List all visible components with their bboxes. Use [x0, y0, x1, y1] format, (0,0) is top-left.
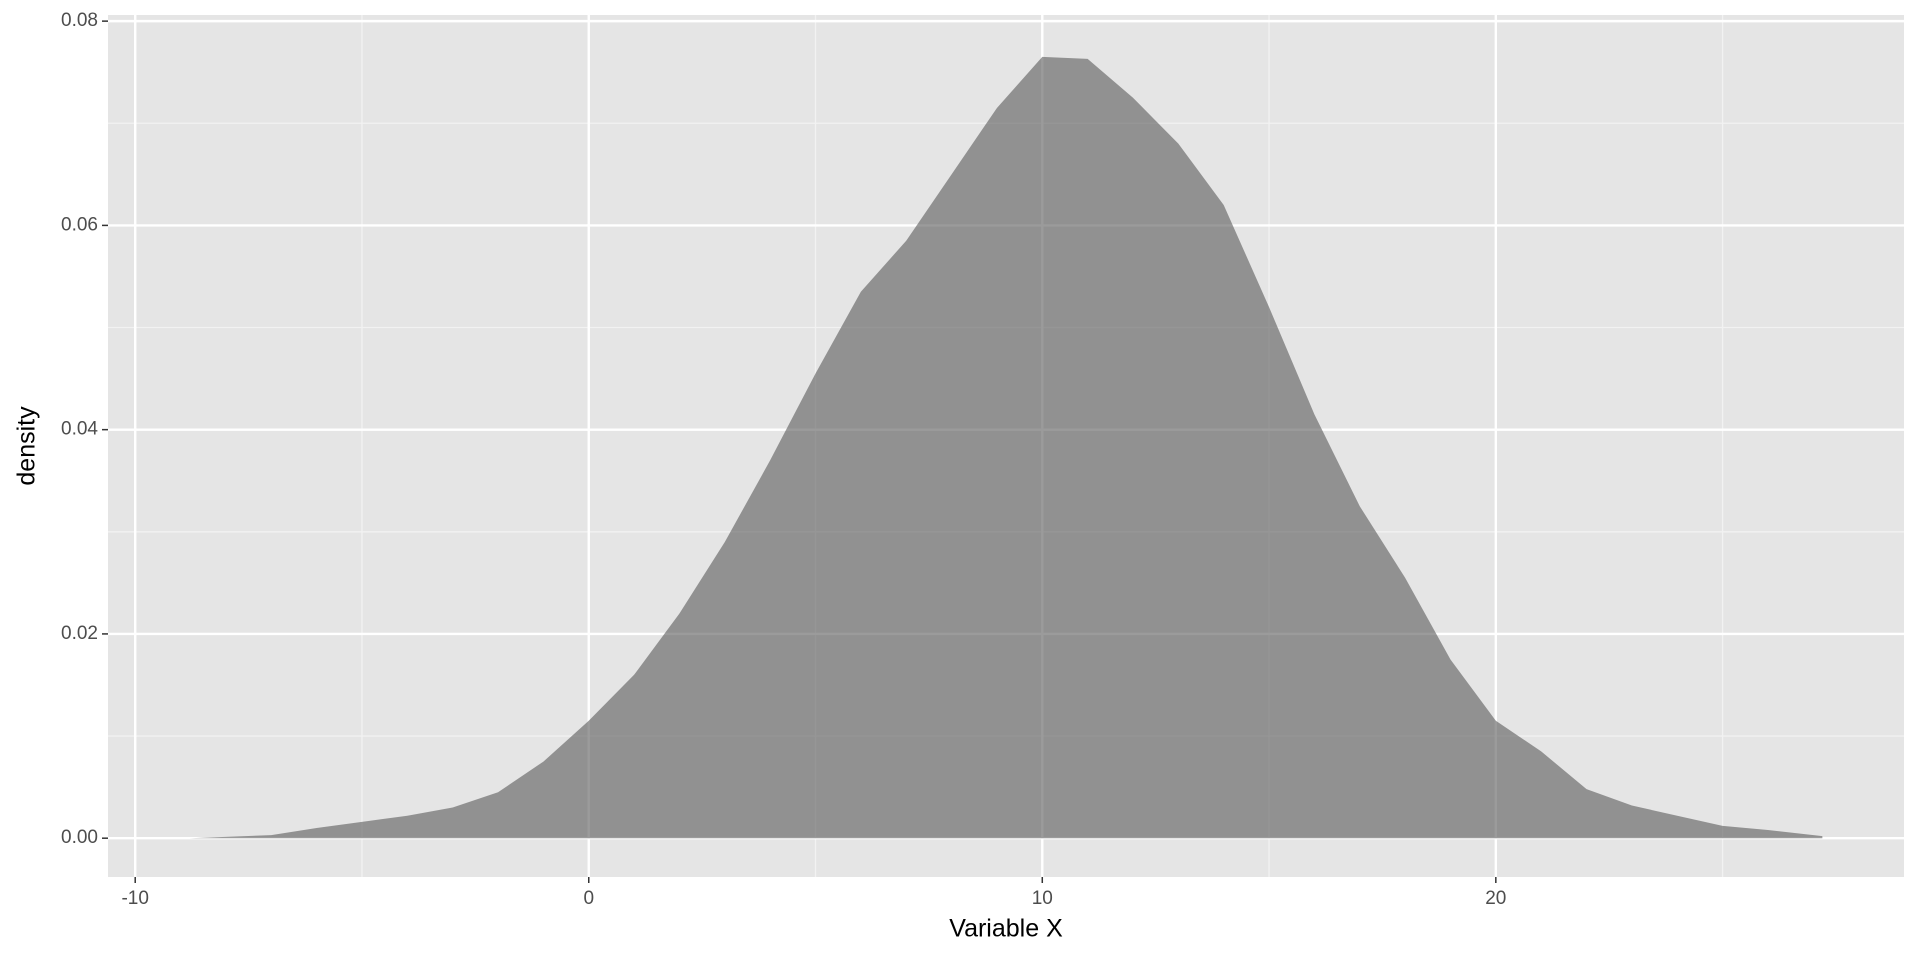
- x-tick-label: 20: [1485, 888, 1506, 909]
- x-tick-label: -10: [121, 888, 148, 909]
- y-tick-label: 0.04: [61, 419, 98, 440]
- y-tick-label: 0.02: [61, 623, 98, 644]
- x-tick-label: 10: [1032, 888, 1053, 909]
- x-tick-label: 0: [583, 888, 594, 909]
- x-axis-title: Variable X: [949, 915, 1063, 943]
- y-tick-label: 0.06: [61, 214, 98, 235]
- y-tick-label: 0.08: [61, 10, 98, 31]
- y-axis-title: density: [13, 406, 41, 486]
- marks: [189, 56, 1823, 839]
- density-area: [189, 56, 1823, 839]
- y-tick-label: 0.00: [61, 827, 98, 848]
- axes: -10 0 10 20 0.00 0.02 0.04 0.06 0.08: [61, 10, 1506, 909]
